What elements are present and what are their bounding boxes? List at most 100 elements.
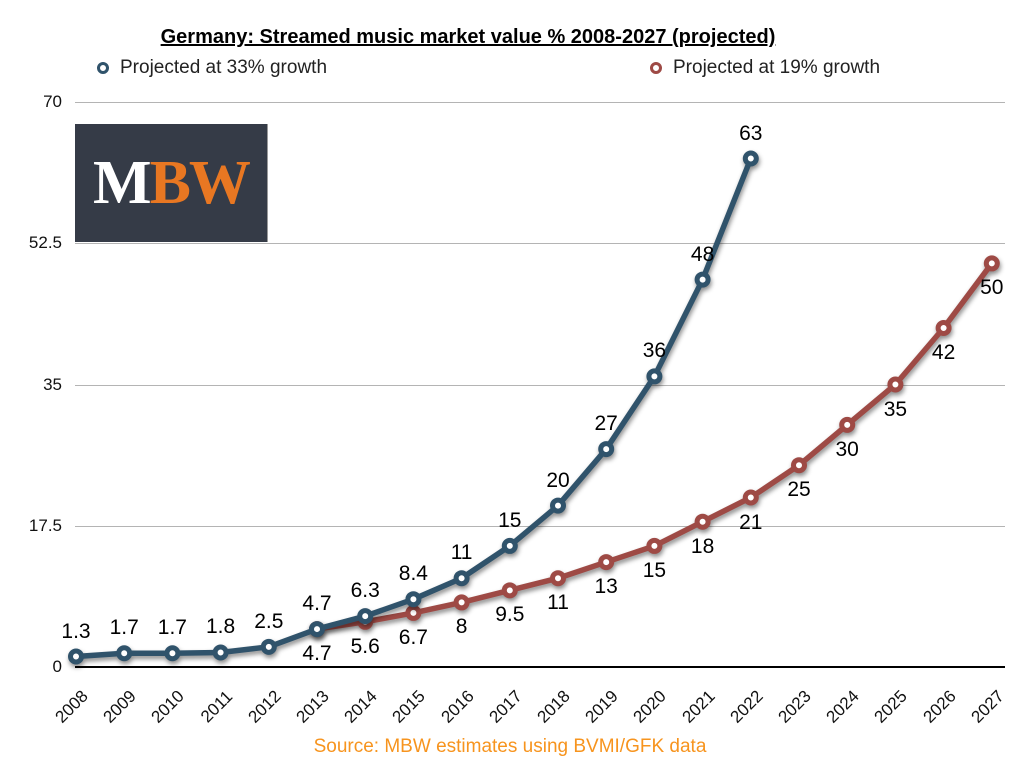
y-tick-label: 35 xyxy=(43,374,62,394)
gridline xyxy=(75,243,1005,245)
x-tick-label: 2013 xyxy=(292,686,333,727)
data-point-label: 1.3 xyxy=(61,619,91,643)
mbw-logo-text: MBW xyxy=(93,149,251,217)
data-point-marker xyxy=(405,591,422,608)
data-point-marker xyxy=(260,638,277,655)
source-caption: Source: MBW estimates using BVMI/GFK dat… xyxy=(313,736,707,757)
data-point-marker xyxy=(357,613,374,630)
x-tick-label: 2023 xyxy=(774,686,815,727)
data-point-marker xyxy=(68,648,84,665)
data-point-marker xyxy=(309,621,325,638)
data-point-marker xyxy=(646,537,663,554)
logo-letter-m: M xyxy=(93,149,152,217)
data-point-label: 4.7 xyxy=(302,592,332,616)
legend-marker-19pct-icon xyxy=(650,62,662,74)
y-tick-label: 52.5 xyxy=(28,233,62,253)
data-point-marker xyxy=(309,621,325,638)
data-point-label: 1.8 xyxy=(205,615,236,639)
y-tick-label: 0 xyxy=(52,657,62,676)
data-point-marker xyxy=(694,271,711,288)
data-point-marker xyxy=(116,645,133,662)
data-point-label: 9.5 xyxy=(495,603,525,627)
data-point-marker xyxy=(935,320,952,336)
data-point-label: 27 xyxy=(594,412,618,436)
legend-label-19pct: Projected at 19% growth xyxy=(673,57,881,78)
data-point-marker xyxy=(791,457,807,474)
data-point-marker xyxy=(598,441,615,458)
data-point-label: 42 xyxy=(931,341,956,364)
x-tick-label: 2014 xyxy=(340,686,381,727)
x-tick-label: 2021 xyxy=(678,686,719,727)
data-point-label: 1.7 xyxy=(109,616,139,640)
data-point-marker xyxy=(453,570,470,587)
x-tick-label: 2027 xyxy=(967,686,1008,727)
x-tick-label: 2011 xyxy=(196,687,236,727)
gridline xyxy=(75,384,1005,386)
x-tick-label: 2017 xyxy=(485,686,526,727)
x-tick-label: 2016 xyxy=(437,686,478,727)
data-point-label: 5.6 xyxy=(350,634,380,658)
data-point-marker xyxy=(357,608,374,625)
data-point-marker xyxy=(453,594,470,611)
data-point-label: 2.5 xyxy=(254,609,284,633)
data-point-marker xyxy=(598,554,615,571)
x-tick-label: 2022 xyxy=(726,686,767,727)
data-point-label: 30 xyxy=(835,437,859,461)
data-point-label: 35 xyxy=(883,397,908,421)
data-point-label: 6.7 xyxy=(398,625,428,649)
data-point-label: 4.7 xyxy=(302,642,332,666)
data-point-marker xyxy=(501,582,518,599)
data-point-marker xyxy=(501,537,518,554)
x-tick-label: 2020 xyxy=(629,686,671,727)
data-point-marker xyxy=(164,645,181,662)
data-point-label: 48 xyxy=(690,242,715,266)
data-point-label: 15 xyxy=(642,558,667,582)
y-tick-label: 70 xyxy=(43,92,62,111)
logo-letters-bw: BW xyxy=(149,149,251,217)
data-point-label: 1.7 xyxy=(157,616,187,640)
data-point-label: 25 xyxy=(787,478,811,502)
data-point-label: 11 xyxy=(547,591,569,615)
data-point-label: 63 xyxy=(739,121,763,145)
x-tick-label: 2009 xyxy=(99,686,140,727)
data-point-label: 15 xyxy=(498,508,522,532)
data-point-marker xyxy=(550,570,566,587)
x-tick-label: 2008 xyxy=(51,686,92,727)
data-point-label: 8 xyxy=(455,615,468,639)
mbw-logo: MBW xyxy=(75,124,268,242)
legend-entry-33pct: Projected at 33% growth xyxy=(97,57,327,79)
gridline xyxy=(75,525,1005,527)
x-tick-label: 2012 xyxy=(244,686,285,727)
x-tick-label: 2015 xyxy=(388,686,430,727)
data-point-marker xyxy=(742,150,759,167)
y-tick-label: 17.5 xyxy=(28,515,62,535)
x-tick-label: 2010 xyxy=(147,686,189,727)
legend-label-33pct: Projected at 33% growth xyxy=(120,57,328,78)
data-point-marker xyxy=(839,416,856,433)
data-point-marker xyxy=(646,368,663,385)
x-tick-label: 2019 xyxy=(581,686,622,727)
legend-entry-19pct: Projected at 19% growth xyxy=(650,57,880,79)
data-point-label: 8.4 xyxy=(398,562,428,586)
data-point-label: 20 xyxy=(546,468,570,492)
data-point-label: 6.3 xyxy=(350,579,380,603)
data-point-marker xyxy=(212,644,229,661)
data-point-marker xyxy=(550,497,566,514)
x-tick-label: 2018 xyxy=(533,686,574,727)
x-tick-label: 2024 xyxy=(822,686,863,727)
data-point-marker xyxy=(983,255,1000,272)
x-tick-label: 2026 xyxy=(919,686,960,727)
chart-title: Germany: Streamed music market value % 2… xyxy=(160,26,776,48)
data-point-label: 18 xyxy=(690,534,715,558)
data-point-label: 21 xyxy=(739,510,763,534)
x-tick-label: 2025 xyxy=(870,686,912,727)
x-axis-line xyxy=(75,666,1005,668)
data-point-marker xyxy=(742,489,759,506)
data-point-label: 36 xyxy=(642,339,667,363)
legend-marker-33pct-icon xyxy=(97,62,109,74)
data-point-label: 11 xyxy=(450,541,473,565)
data-point-label: 13 xyxy=(594,575,618,599)
data-point-marker xyxy=(405,604,422,621)
gridline xyxy=(75,102,1005,103)
